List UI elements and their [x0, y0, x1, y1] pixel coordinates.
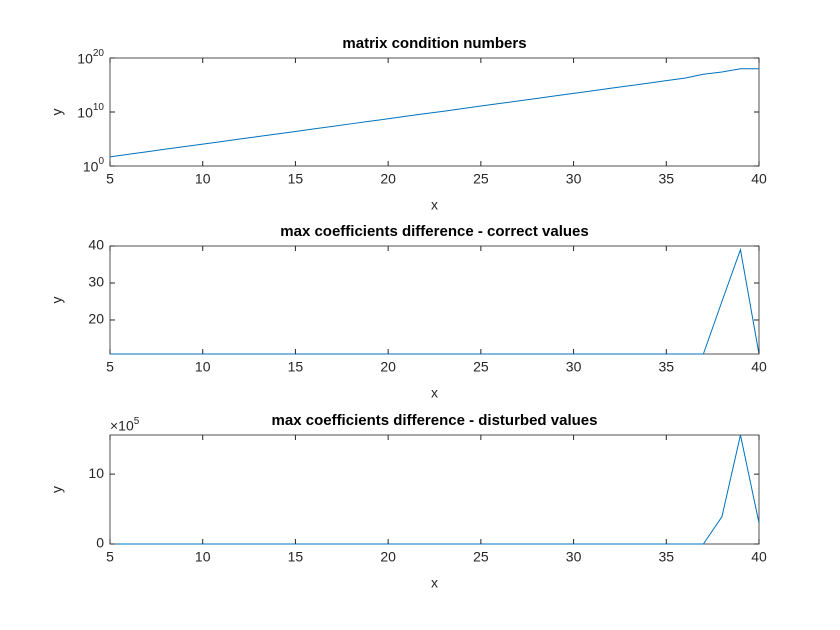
x-axis-label: x	[431, 575, 438, 591]
y-axis-label: y	[49, 486, 65, 493]
y-tick-label: 10	[88, 465, 104, 481]
data-line	[110, 247, 760, 355]
x-tick-label: 15	[288, 549, 304, 565]
x-tick-label: 20	[380, 171, 396, 187]
axes-box	[109, 245, 760, 355]
y-tick-label: 30	[88, 274, 104, 290]
x-axis-label: x	[431, 385, 438, 401]
y-axis-label: y	[49, 297, 65, 304]
x-tick-label: 40	[751, 549, 767, 565]
y-multiplier-exponent: 5	[134, 416, 140, 427]
x-tick-label: 25	[473, 549, 489, 565]
chart-title: matrix condition numbers	[342, 35, 526, 52]
x-tick-label: 10	[195, 359, 211, 375]
x-tick-label: 30	[566, 549, 582, 565]
x-tick-label: 5	[106, 549, 114, 565]
x-tick-label: 40	[751, 359, 767, 375]
y-tick-exponent: 0	[98, 156, 104, 167]
x-tick-label: 35	[658, 171, 674, 187]
x-tick-label: 15	[288, 359, 304, 375]
x-tick-label: 20	[380, 549, 396, 565]
y-multiplier: ×105	[110, 416, 140, 434]
x-tick-label: 10	[195, 549, 211, 565]
x-tick-label: 40	[751, 171, 767, 187]
x-tick-label: 5	[106, 359, 114, 375]
x-tick-label: 35	[658, 549, 674, 565]
x-tick-label: 35	[658, 359, 674, 375]
data-line	[109, 68, 759, 158]
y-tick-exponent: 10	[93, 102, 105, 113]
y-tick-label: 0	[96, 535, 104, 551]
x-axis-label: x	[431, 197, 438, 213]
x-tick-label: 20	[380, 359, 396, 375]
y-tick-exponent: 20	[93, 48, 105, 59]
x-tick-label: 15	[288, 171, 304, 187]
x-tick-label: 10	[195, 171, 211, 187]
axes-box	[109, 434, 760, 545]
y-axis-label: y	[49, 109, 65, 116]
x-tick-label: 25	[473, 359, 489, 375]
x-tick-label: 5	[106, 171, 114, 187]
y-tick-label: 40	[88, 237, 104, 253]
data-line	[110, 434, 760, 545]
x-tick-label: 30	[566, 171, 582, 187]
chart-title: max coefficients difference - correct va…	[280, 223, 588, 240]
y-tick-label: 20	[88, 311, 104, 327]
x-tick-label: 30	[566, 359, 582, 375]
chart-title: max coefficients difference - disturbed …	[272, 412, 598, 429]
x-tick-label: 25	[473, 171, 489, 187]
